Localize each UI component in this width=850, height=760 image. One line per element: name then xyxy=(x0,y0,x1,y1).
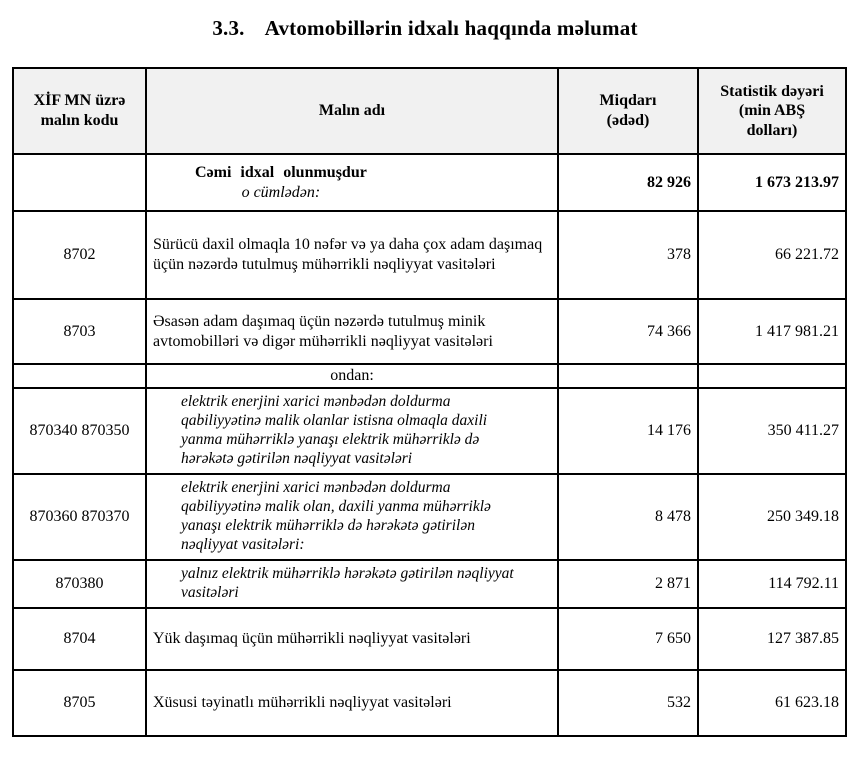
row-name-text: elektrik enerjini xarici mənbədən doldur… xyxy=(181,393,488,467)
row-code: 870360 870370 xyxy=(12,473,147,561)
table-row: 8703 Əsasən adam daşımaq üçün nəzərdə tu… xyxy=(12,298,847,365)
row-quantity: 74 366 xyxy=(557,298,699,365)
row-value: 127 387.85 xyxy=(697,606,847,671)
header-value: Statistik dəyəri (min ABŞ dolları) xyxy=(697,67,847,155)
row-value: 250 349.18 xyxy=(697,473,847,561)
row-code: 8702 xyxy=(12,210,147,300)
row-name: Sürücü daxil olmaqla 10 nəfər və ya daha… xyxy=(145,210,559,300)
imports-table: XİF MN üzrə malın kodu Malın adı Miqdarı… xyxy=(12,67,847,737)
section-number: 3.3. xyxy=(212,16,245,40)
row-value: 114 792.11 xyxy=(697,558,847,609)
row-quantity: 14 176 xyxy=(557,387,699,475)
row-name-text: yalnız elektrik mühərriklə hərəkətə gəti… xyxy=(181,564,514,601)
row-quantity: 7 650 xyxy=(557,606,699,671)
total-label: Cəmi idxal olunmuşdur xyxy=(195,163,367,181)
table-row: 8702 Sürücü daxil olmaqla 10 nəfər və ya… xyxy=(12,210,847,300)
table-row: 870360 870370 elektrik enerjini xarici m… xyxy=(12,473,847,561)
row-name: elektrik enerjini xarici mənbədən doldur… xyxy=(145,387,559,475)
table-row: 870340 870350 elektrik enerjini xarici m… xyxy=(12,387,847,475)
row-value: 61 623.18 xyxy=(697,668,847,737)
row-value: 350 411.27 xyxy=(697,387,847,475)
total-code-cell xyxy=(12,153,147,212)
table-row: 870380 yalnız elektrik mühərriklə hərəkə… xyxy=(12,558,847,609)
total-sublabel: o cümlədən: xyxy=(241,183,321,201)
row-value: 1 417 981.21 xyxy=(697,298,847,365)
table-row-subheader: ondan: xyxy=(12,363,847,389)
total-name-block: Cəmi idxal olunmuşdur o cümlədən: xyxy=(195,163,367,202)
row-code: 8704 xyxy=(12,606,147,671)
row-name: Əsasən adam daşımaq üçün nəzərdə tutulmu… xyxy=(145,298,559,365)
subheader-empty-cell xyxy=(697,363,847,389)
row-quantity: 2 871 xyxy=(557,558,699,609)
header-code: XİF MN üzrə malın kodu xyxy=(12,67,147,155)
section-title-text: Avtomobillərin idxalı haqqında məlumat xyxy=(264,16,638,40)
page-title: 3.3. Avtomobillərin idxalı haqqında məlum… xyxy=(0,16,850,41)
row-value: 66 221.72 xyxy=(697,210,847,300)
row-name: Yük daşımaq üçün mühərrikli nəqliyyat va… xyxy=(145,606,559,671)
row-code: 8703 xyxy=(12,298,147,365)
row-code: 870380 xyxy=(12,558,147,609)
table-row: 8704 Yük daşımaq üçün mühərrikli nəqliyy… xyxy=(12,606,847,671)
total-quantity: 82 926 xyxy=(557,153,699,212)
subheader-empty-cell xyxy=(12,363,147,389)
total-value: 1 673 213.97 xyxy=(697,153,847,212)
row-name-text: elektrik enerjini xarici mənbədən doldur… xyxy=(181,479,491,553)
header-quantity: Miqdarı (ədəd) xyxy=(557,67,699,155)
table-row-total: Cəmi idxal olunmuşdur o cümlədən: 82 926… xyxy=(12,153,847,212)
row-quantity: 532 xyxy=(557,668,699,737)
row-code: 870340 870350 xyxy=(12,387,147,475)
row-name: Xüsusi təyinatlı mühərrikli nəqliyyat va… xyxy=(145,668,559,737)
row-code: 8705 xyxy=(12,668,147,737)
subheader-label: ondan: xyxy=(145,363,559,389)
row-name: elektrik enerjini xarici mənbədən doldur… xyxy=(145,473,559,561)
subheader-empty-cell xyxy=(557,363,699,389)
row-name: yalnız elektrik mühərriklə hərəkətə gəti… xyxy=(145,558,559,609)
total-name-cell: Cəmi idxal olunmuşdur o cümlədən: xyxy=(145,153,559,212)
row-quantity: 378 xyxy=(557,210,699,300)
table-header-row: XİF MN üzrə malın kodu Malın adı Miqdarı… xyxy=(12,67,847,155)
header-name: Malın adı xyxy=(145,67,559,155)
table-row: 8705 Xüsusi təyinatlı mühərrikli nəqliyy… xyxy=(12,668,847,737)
row-quantity: 8 478 xyxy=(557,473,699,561)
